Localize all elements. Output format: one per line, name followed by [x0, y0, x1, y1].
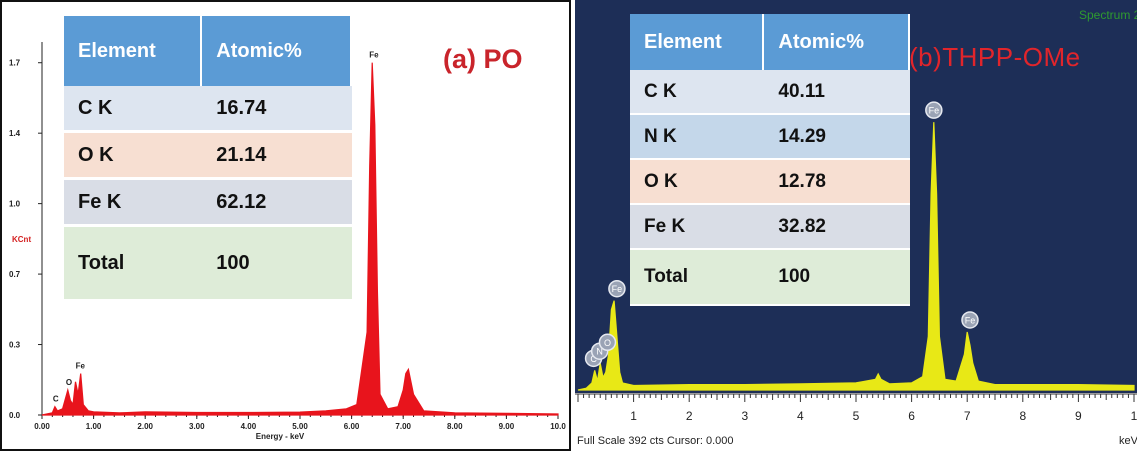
header-atomic: Atomic% [764, 14, 910, 70]
spectrum-trace [41, 62, 559, 416]
spectrum-label: Spectrum 2 [1079, 8, 1137, 22]
table-row: Total 100 [630, 250, 910, 306]
table-row: Total 100 [64, 227, 352, 302]
peak-label: C [53, 395, 59, 404]
header-atomic: Atomic% [202, 16, 352, 86]
atomic-cell: 100 [202, 227, 352, 302]
y-tick-label: 0.7 [9, 270, 21, 279]
x-tick-label: 3.00 [189, 422, 205, 431]
atomic-cell: 40.11 [764, 70, 910, 115]
peak-label: Fe [369, 51, 379, 60]
header-element: Element [630, 14, 765, 70]
x-axis-unit: keV [1119, 435, 1137, 447]
panel-a-po: 0.0 0.3 0.7 1.0 1.4 1.7 0.00 1.00 2.00 3.00 4.00 5.… [0, 0, 571, 451]
x-tick-label: 9.00 [499, 422, 515, 431]
x-tick-label: 8.00 [447, 422, 463, 431]
element-cell: Total [64, 227, 203, 302]
element-cell: C K [630, 70, 765, 115]
element-cell: O K [64, 133, 203, 180]
element-cell: Fe K [630, 205, 765, 250]
x-tick-label: 1 [1131, 409, 1137, 423]
x-tick-label: 9 [1075, 409, 1082, 423]
element-cell: Fe K [64, 180, 203, 227]
status-line: Full Scale 392 cts Cursor: 0.000 [577, 435, 734, 447]
y-tick-label: 0.0 [9, 411, 21, 420]
table-header-row: Element Atomic% [630, 14, 910, 70]
chart-a-svg: 0.0 0.3 0.7 1.0 1.4 1.7 0.00 1.00 2.00 3.00 4.00 5.… [9, 42, 566, 441]
spectrum-trace [577, 122, 1135, 391]
atomic-table-b: Element Atomic% C K 40.11 N K 14.29 O K … [630, 14, 910, 306]
table-row: C K 16.74 [64, 86, 352, 133]
element-cell: Total [630, 250, 765, 306]
x-tick-label: 10.0 [550, 422, 566, 431]
peak-label: Fe [76, 362, 86, 371]
peak-label: Fe [965, 315, 976, 325]
x-tick-label: 5 [853, 409, 860, 423]
peak-label: N [596, 347, 603, 357]
table-row: Fe K 32.82 [630, 205, 910, 250]
y-tick-label: 0.3 [9, 341, 21, 350]
x-tick-label: 5.00 [292, 422, 308, 431]
atomic-cell: 32.82 [764, 205, 910, 250]
peak-label: O [66, 378, 72, 387]
x-tick-label: 6.00 [344, 422, 360, 431]
table-row: N K 14.29 [630, 115, 910, 160]
x-tick-label: 7 [964, 409, 971, 423]
peak-label: Fe [929, 106, 940, 116]
header-element: Element [64, 16, 203, 86]
peak-marker [961, 311, 979, 329]
panel-a-label: (a) PO [443, 44, 523, 74]
atomic-cell: 14.29 [764, 115, 910, 160]
x-tick-label: 3 [741, 409, 748, 423]
atomic-cell: 12.78 [764, 160, 910, 205]
y-tick-label: 1.0 [9, 200, 21, 209]
axis-strip [575, 393, 1137, 451]
element-cell: N K [630, 115, 765, 160]
peak-label: Fe [612, 284, 623, 294]
element-cell: C K [64, 86, 203, 133]
table-row: O K 21.14 [64, 133, 352, 180]
atomic-cell: 21.14 [202, 133, 352, 180]
panel-b-thpp-ome: 1 2 3 4 5 6 7 8 9 1 C N O Fe Fe Fe Element Atomic% C K … [575, 0, 1137, 451]
table-row: Fe K 62.12 [64, 180, 352, 227]
x-tick-label: 7.00 [395, 422, 411, 431]
table-header-row: Element Atomic% [64, 16, 352, 86]
peak-marker [608, 279, 626, 298]
table-row: C K 40.11 [630, 70, 910, 115]
x-axis-label: Energy - keV [256, 432, 305, 441]
x-tick-label: 2 [686, 409, 693, 423]
x-tick-label: 0.00 [34, 422, 50, 431]
atomic-cell: 16.74 [202, 86, 352, 133]
x-tick-label: 8 [1019, 409, 1026, 423]
x-tick-label: 2.00 [137, 422, 153, 431]
peak-marker [598, 333, 617, 352]
peak-label: C [590, 354, 597, 364]
x-tick-label: 6 [908, 409, 915, 423]
x-tick-label: 1 [630, 409, 637, 423]
atomic-cell: 100 [764, 250, 910, 306]
y-tick-label: 1.4 [9, 129, 21, 138]
panel-b-label: (b)THPP-OMe [909, 42, 1081, 72]
table-row: O K 12.78 [630, 160, 910, 205]
peak-label: O [604, 338, 611, 348]
y-tick-label: 1.7 [9, 59, 21, 68]
x-tick-label: 4.00 [241, 422, 257, 431]
y-axis-label: KCnt [12, 235, 31, 244]
x-tick-label: 1.00 [86, 422, 102, 431]
atomic-table-a: Element Atomic% C K 16.74 O K 21.14 Fe K… [64, 16, 352, 302]
atomic-cell: 62.12 [202, 180, 352, 227]
peak-marker [925, 101, 943, 119]
element-cell: O K [630, 160, 765, 205]
x-tick-label: 4 [797, 409, 804, 423]
